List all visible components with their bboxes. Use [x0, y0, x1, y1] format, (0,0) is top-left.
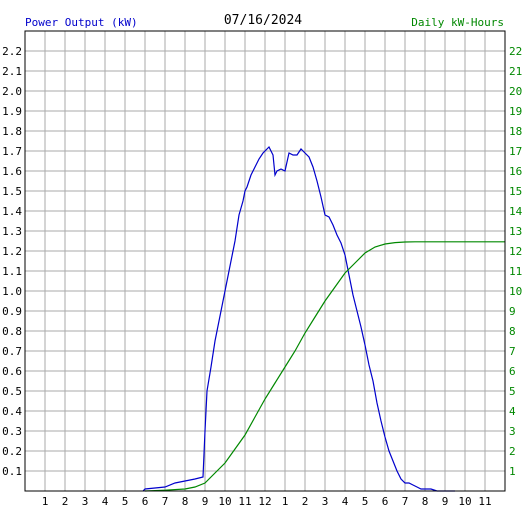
right-tick-label: 12: [509, 245, 522, 258]
right-tick-label: 20: [509, 85, 522, 98]
right-tick-label: 16: [509, 165, 522, 178]
right-tick-label: 7: [509, 345, 516, 358]
left-tick-label: 2.2: [2, 45, 22, 58]
right-tick-label: 21: [509, 65, 522, 78]
x-axis-ticks: 1 2 3 4 5 6 7 8 9 10 11 12 1 2 3 4 5 6 7 8 9 10 11: [42, 495, 492, 508]
x-tick-label: 7: [402, 495, 409, 508]
left-tick-label: 0.2: [2, 445, 22, 458]
power-output-line: [142, 145, 455, 492]
left-tick-label: 2.0: [2, 85, 22, 98]
x-tick-label: 9: [202, 495, 209, 508]
x-tick-label: 5: [122, 495, 129, 508]
x-tick-label: 11: [238, 495, 251, 508]
left-tick-label: 0.3: [2, 425, 22, 438]
x-tick-label: 10: [218, 495, 231, 508]
x-tick-label: 4: [102, 495, 109, 508]
left-tick-label: 0.6: [2, 365, 22, 378]
left-tick-label: 2.1: [2, 65, 22, 78]
x-tick-label: 8: [422, 495, 429, 508]
x-tick-label: 11: [478, 495, 491, 508]
right-tick-label: 17: [509, 145, 522, 158]
right-tick-label: 13: [509, 225, 522, 238]
x-tick-label: 1: [42, 495, 49, 508]
right-tick-label: 22: [509, 45, 522, 58]
left-tick-label: 0.9: [2, 305, 22, 318]
left-tick-label: 1.1: [2, 265, 22, 278]
right-tick-label: 18: [509, 125, 522, 138]
right-tick-label: 10: [509, 285, 522, 298]
x-tick-label: 7: [162, 495, 169, 508]
x-tick-label: 6: [142, 495, 149, 508]
x-tick-label: 4: [342, 495, 349, 508]
left-tick-label: 0.7: [2, 345, 22, 358]
left-axis-label: Power Output (kW): [25, 16, 138, 29]
left-axis-ticks: 0.1 0.2 0.3 0.4 0.5 0.6 0.7 0.8 0.9 1.0 1.1 1.2 1.3 1…: [2, 45, 22, 478]
x-tick-label: 10: [458, 495, 471, 508]
right-tick-label: 3: [509, 425, 516, 438]
left-tick-label: 0.8: [2, 325, 22, 338]
right-axis-label: Daily kW-Hours: [411, 16, 504, 29]
grid: [25, 31, 505, 491]
left-tick-label: 1.7: [2, 145, 22, 158]
x-tick-label: 5: [362, 495, 369, 508]
left-tick-label: 0.5: [2, 385, 22, 398]
x-tick-label: 8: [182, 495, 189, 508]
right-tick-label: 5: [509, 385, 516, 398]
left-tick-label: 1.2: [2, 245, 22, 258]
right-tick-label: 2: [509, 445, 516, 458]
left-tick-label: 1.8: [2, 125, 22, 138]
chart-title: 07/16/2024: [224, 13, 302, 28]
daily-kwh-line: [144, 241, 505, 492]
left-tick-label: 1.5: [2, 185, 22, 198]
right-tick-label: 15: [509, 185, 522, 198]
right-tick-label: 19: [509, 105, 522, 118]
right-tick-label: 1: [509, 465, 516, 478]
right-tick-label: 14: [509, 205, 523, 218]
left-tick-label: 1.6: [2, 165, 22, 178]
series-lines: [142, 145, 505, 492]
right-tick-label: 6: [509, 365, 516, 378]
right-tick-label: 4: [509, 405, 516, 418]
left-tick-label: 1.0: [2, 285, 22, 298]
left-tick-label: 1.9: [2, 105, 22, 118]
left-tick-label: 1.3: [2, 225, 22, 238]
right-tick-label: 9: [509, 305, 516, 318]
right-tick-label: 8: [509, 325, 516, 338]
x-tick-label: 2: [62, 495, 69, 508]
x-tick-label: 1: [282, 495, 289, 508]
plot-frame: [24, 30, 506, 492]
x-tick-label: 3: [82, 495, 89, 508]
x-tick-label: 12: [258, 495, 271, 508]
x-tick-label: 2: [302, 495, 309, 508]
x-tick-label: 3: [322, 495, 329, 508]
x-tick-label: 6: [382, 495, 389, 508]
x-tick-label: 9: [442, 495, 449, 508]
left-tick-label: 0.4: [2, 405, 22, 418]
left-tick-label: 1.4: [2, 205, 22, 218]
right-tick-label: 11: [509, 265, 522, 278]
left-tick-label: 0.1: [2, 465, 22, 478]
